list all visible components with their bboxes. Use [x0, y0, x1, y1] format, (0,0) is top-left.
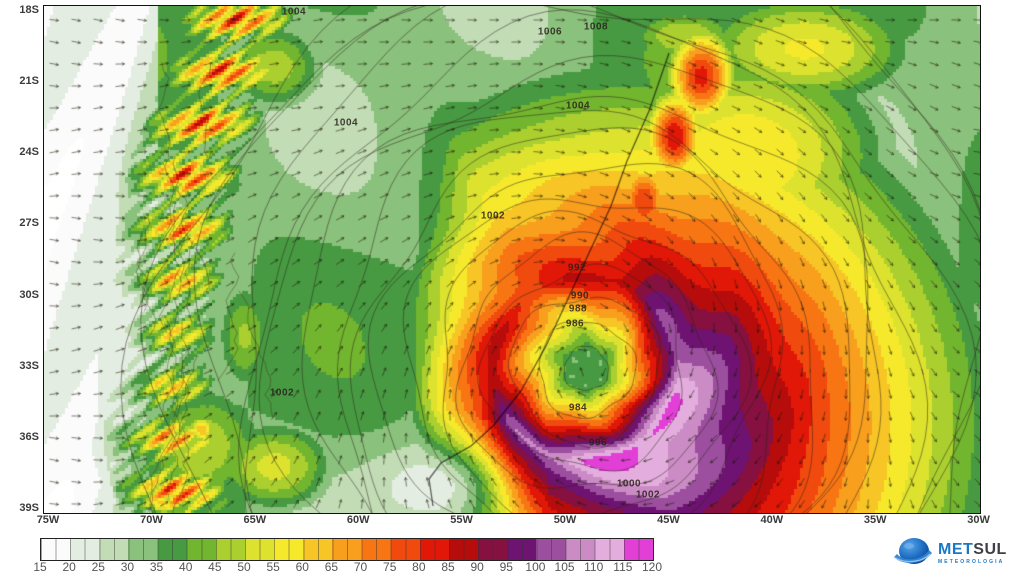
colorbar-tick-label: 60	[295, 560, 309, 574]
lat-axis-label: 33S	[19, 359, 39, 372]
logo-met: MET	[938, 540, 974, 558]
colorbar-segment	[186, 539, 216, 560]
colorbar-tick-label: 80	[412, 560, 426, 574]
colorbar-segment	[41, 539, 71, 560]
colorbar-tick-label: 110	[584, 560, 604, 574]
map-plot-area: 1004 1006 1008 1004 1004 1002 992 990 988 986 984 9…	[43, 5, 981, 514]
colorbar-tick-label: 35	[149, 560, 164, 574]
colorbar-tick-label: 55	[266, 560, 280, 574]
lat-axis-label: 21S	[19, 75, 39, 88]
colorbar-segment	[623, 539, 653, 560]
colorbar-tick-label: 25	[91, 560, 105, 574]
lon-axis-label: 65W	[243, 514, 267, 526]
colorbar-tick-label: 90	[470, 560, 484, 574]
colorbar-tick-label: 30	[120, 560, 135, 574]
colorbar-tick-label: 85	[441, 560, 455, 574]
lat-axis-label: 27S	[19, 217, 39, 230]
lon-axis-label: 75W	[36, 514, 60, 526]
logo-sul: SUL	[973, 540, 1007, 558]
colorbar-segment	[536, 539, 566, 560]
colorbar-tick-label: 115	[613, 560, 633, 574]
colorbar-tick-label: 120	[641, 560, 663, 574]
colorbar-segment	[565, 539, 595, 560]
logo-subtitle: METEOROLOGIA	[938, 558, 1005, 565]
lon-axis-label: 55W	[450, 514, 473, 526]
lat-axis-label: 24S	[19, 146, 39, 159]
colorbar-tick-label: 40	[179, 560, 193, 574]
colorbar-segment	[157, 539, 187, 560]
metsul-logo: METSUL METEOROLOGIA	[892, 532, 1022, 574]
wind-speed-map-canvas	[44, 6, 980, 513]
lon-axis-label: 40W	[760, 514, 784, 526]
logo-text: METSUL METEOROLOGIA	[938, 540, 1007, 565]
colorbar-tick-label: 75	[383, 560, 397, 574]
colorbar-segment	[448, 539, 479, 560]
colorbar-segment	[303, 539, 333, 560]
colorbar-segment	[478, 539, 508, 560]
colorbar-segment	[274, 539, 304, 560]
colorbar-segment	[419, 539, 449, 560]
colorbar-segment	[128, 539, 158, 560]
lon-axis-label: 35W	[863, 514, 887, 526]
colorbar-tick-label: 100	[525, 560, 546, 574]
colorbar-tick-label: 70	[353, 560, 368, 574]
colorbar-segment	[594, 539, 624, 560]
lat-axis-label: 39S	[19, 501, 39, 514]
colorbar-segment	[390, 539, 420, 560]
colorbar-tick-label: 105	[554, 560, 575, 574]
colorbar-tick-label: 20	[62, 560, 76, 574]
lat-axis-label: 36S	[19, 430, 39, 443]
metsul-globe-icon	[893, 538, 932, 564]
colorbar-segment	[332, 539, 362, 560]
colorbar-tick-label: 45	[208, 560, 222, 574]
colorbar-segment	[507, 539, 537, 560]
lat-axis-label: 18S	[19, 4, 39, 16]
colorbar-tick-label: 50	[237, 560, 251, 574]
wind-speed-colorbar	[40, 538, 654, 561]
colorbar-segment	[70, 539, 100, 560]
lon-axis-label: 70W	[140, 514, 163, 526]
colorbar-segment	[361, 539, 391, 560]
colorbar-segment	[215, 539, 245, 560]
lon-axis-label: 60W	[346, 514, 370, 526]
colorbar-tick-label: 95	[499, 560, 513, 574]
colorbar-tick-label: 15	[33, 560, 47, 574]
colorbar-segment	[99, 539, 129, 560]
lon-axis-label: 45W	[657, 514, 680, 526]
lon-axis-label: 30W	[967, 514, 990, 526]
colorbar-tick-label: 65	[324, 560, 339, 574]
colorbar-segment	[244, 539, 275, 560]
lon-axis-label: 50W	[553, 514, 577, 526]
lat-axis-label: 30S	[19, 288, 39, 301]
